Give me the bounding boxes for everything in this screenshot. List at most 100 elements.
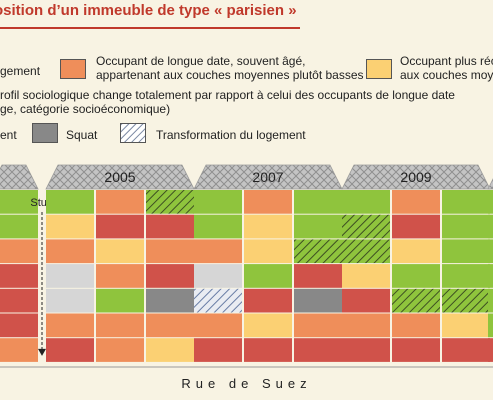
apartment-cell [194,190,242,214]
apartment-cell [146,214,194,239]
building-2005: 2005 [45,164,195,362]
legend-label-transformation: Transformation du logement [156,128,306,142]
legend-swatch-transformation [120,123,146,143]
legend-swatch-recent [366,59,392,79]
legend-label-profile-line2: ge, catégorie socioéconomique) [0,102,171,116]
apartment-cell [146,288,194,313]
street-name: Rue de Suez [181,376,312,391]
apartment-cell [194,338,242,362]
building-2007: 2007 [193,164,343,362]
apartment-cell [146,264,194,288]
building-roof [0,164,39,190]
apartment-cell [96,239,144,264]
building-partial-4 [487,178,493,362]
building-roof [487,178,493,190]
apartment-cell [0,338,38,362]
apartment-cell [244,264,292,288]
legend-label-longtime: Occupant de longue date, souvent âgé, ap… [96,54,364,82]
apartment-cell [96,264,144,288]
title-rule [0,27,300,29]
apartment-cell [194,288,242,313]
apartment-cell [392,264,440,288]
apartment-cell [244,338,292,362]
apartment-cell [392,190,440,214]
apartment-cell [442,239,490,264]
building-2009: 2009 [341,164,491,362]
apartment-cell [0,190,38,214]
apartment-cell [488,214,493,239]
apartment-cell [96,288,144,313]
apartment-cell [442,338,490,362]
apartment-cell [96,190,144,214]
apartment-cell [244,190,292,214]
legend-swatch-squat [32,123,58,143]
apartment-cell [392,239,440,264]
apartment-cell [244,239,292,264]
apartment-cell [294,239,342,264]
building-year-label: 2009 [400,169,431,185]
apartment-cell [194,214,242,239]
apartment-cell [342,190,390,214]
apartment-cell [0,313,38,338]
apartment-cell [194,239,242,264]
apartment-cell [96,214,144,239]
page-title: osition d’un immeuble de type « parisien… [0,2,297,19]
apartment-cell [442,214,490,239]
building-roof [45,164,195,190]
apartment-cell [0,288,38,313]
apartment-cell [294,288,342,313]
apartment-cell [488,264,493,288]
building-year-label: 2007 [252,169,283,185]
apartment-cell [146,338,194,362]
legend-label-left-1: gement [0,64,41,78]
legend-label-squat: Squat [66,128,98,142]
building-year-label: 2005 [104,169,135,185]
apartment-cell [392,338,440,362]
apartment-cell [146,313,194,338]
apartment-cell [0,264,38,288]
apartment-cell [488,313,493,338]
apartment-cell [244,288,292,313]
apartment-cell [488,239,493,264]
apartment-cell [194,264,242,288]
legend-label-recent: Occupant plus réc aux couches moye [400,54,493,82]
apartment-cell [194,313,242,338]
apartment-cell [488,190,493,214]
apartment-cell [342,288,390,313]
apartment-cell [46,190,94,214]
apartment-cell [392,313,440,338]
apartment-cell [46,288,94,313]
apartment-cell [294,214,342,239]
apartment-cell [0,239,38,264]
apartment-cell [46,239,94,264]
apartment-cell [96,313,144,338]
apartment-cell [244,313,292,338]
apartment-cell [342,214,390,239]
apartment-cell [442,313,490,338]
apartment-cell [342,338,390,362]
apartment-cell [46,338,94,362]
building-partial-0: Studio [0,164,62,362]
building-roof [341,164,491,190]
apartment-cell [294,313,342,338]
apartment-cell [488,288,493,313]
legend-label-left-3: ent [0,128,17,142]
apartment-cell [46,313,94,338]
apartment-cell [488,338,493,362]
apartment-cell [442,288,490,313]
apartment-cell [342,239,390,264]
apartment-cell [442,190,490,214]
apartment-cell [244,214,292,239]
apartment-cell [342,313,390,338]
legend-label-profile-line1: rofil sociologique change totalement par… [0,88,455,102]
apartment-cell [392,288,440,313]
apartment-cell [294,338,342,362]
apartment-cell [392,214,440,239]
studio-arrow-head [38,348,46,356]
apartment-cell [0,214,38,239]
building-roof [193,164,343,190]
apartment-cell [294,190,342,214]
apartment-cell [96,338,144,362]
apartment-cell [46,264,94,288]
